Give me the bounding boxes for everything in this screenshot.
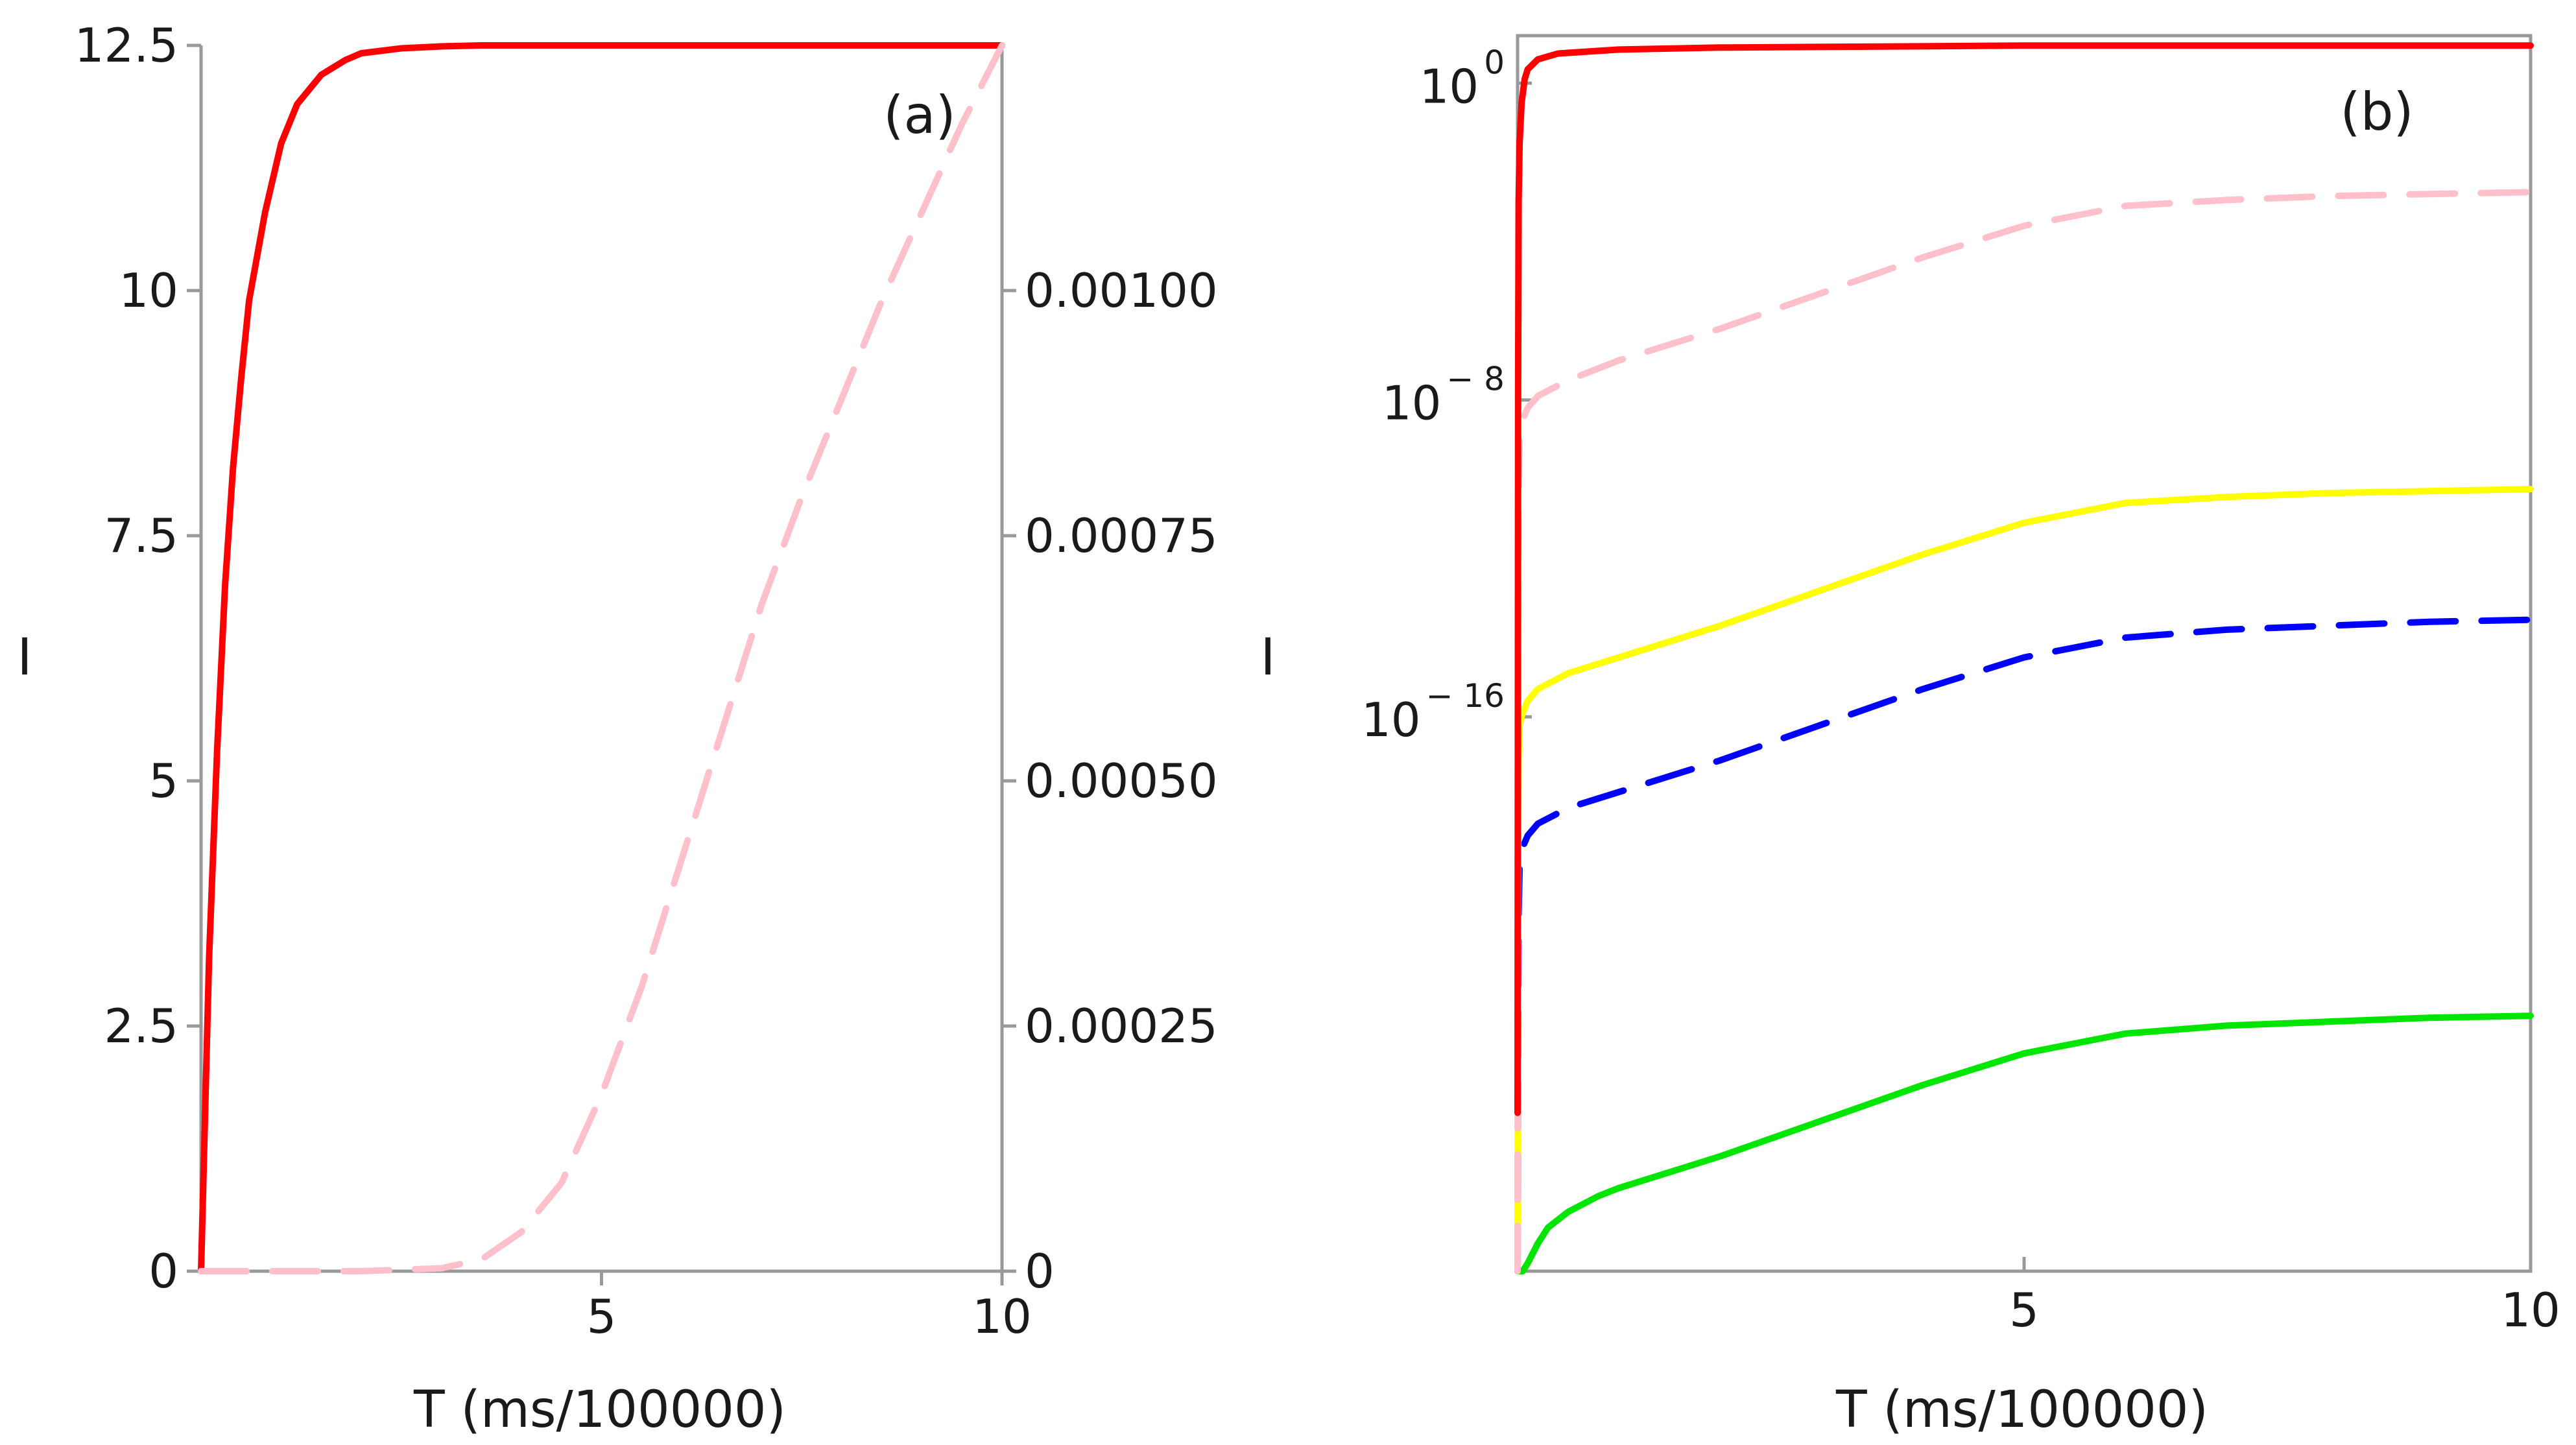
panel-b-series-line-1 — [1514, 189, 2534, 1274]
panel-b-y-tick-label: 10− 16 — [1361, 677, 1505, 747]
panel-a-right-tick-label: 0.00075 — [1025, 508, 1218, 563]
panel-b-series — [1514, 42, 2534, 1274]
panel-b-y-tick-base: 10 — [1361, 693, 1421, 747]
panel-a: 0 2.5 5 7.5 10 12.5 0 0.00025 0.00050 0.00075 0.0… — [17, 18, 1217, 1439]
panel-b-series-line-4 — [1514, 1012, 2534, 1274]
panel-a-left-tick-label: 7.5 — [104, 508, 178, 563]
panel-b: 10 010− 810− 16 5 10 (b) T (ms/100000) I — [1260, 34, 2560, 1439]
panel-b-y-tick-exponent: − 16 — [1426, 677, 1505, 715]
panel-a-left-ticks: 0 2.5 5 7.5 10 12.5 — [75, 18, 201, 1298]
panel-a-left-tick-label: 10 — [119, 263, 178, 318]
panel-b-x-tick-label: 10 — [2501, 1283, 2560, 1337]
panel-b-x-ticks: 5 10 — [2009, 1257, 2560, 1337]
panel-a-x-tick-label: 10 — [972, 1289, 1032, 1344]
panel-a-xlabel: T (ms/100000) — [413, 1381, 786, 1439]
panel-b-x-tick-label: 5 — [2009, 1283, 2039, 1337]
panel-b-y-tick-label: 10 0 — [1420, 43, 1505, 113]
panel-a-tag: (a) — [883, 85, 955, 145]
panel-b-series-line-0 — [1514, 42, 2534, 1116]
panel-a-right-ticks: 0 0.00025 0.00050 0.00075 0.00100 — [1002, 263, 1218, 1298]
panel-b-y-ticks: 10 010− 810− 16 — [1361, 43, 1532, 747]
panel-a-right-tick-label: 0.00025 — [1025, 999, 1218, 1053]
panel-b-frame — [1516, 34, 2533, 1273]
panel-a-series — [198, 42, 1005, 1274]
panel-b-xlabel: T (ms/100000) — [1835, 1381, 2208, 1439]
panel-b-y-tick-base: 10 — [1420, 59, 1479, 113]
panel-b-y-tick-base: 10 — [1382, 376, 1442, 431]
panel-a-right-tick-label: 0.00100 — [1025, 263, 1218, 318]
panel-a-x-tick-label: 5 — [587, 1289, 617, 1344]
panel-b-ylabel: I — [1260, 628, 1275, 687]
panel-a-right-tick-label: 0.00050 — [1025, 754, 1218, 808]
panel-a-left-tick-label: 0 — [149, 1244, 178, 1298]
panel-a-right-tick-label: 0 — [1025, 1244, 1055, 1298]
panel-a-left-tick-label: 12.5 — [75, 18, 178, 73]
panel-a-ylabel: I — [17, 628, 32, 687]
panel-b-tag: (b) — [2340, 82, 2413, 142]
panel-a-x-ticks: 5 10 — [587, 1271, 1032, 1344]
panel-b-series-line-2 — [1514, 486, 2534, 1274]
panel-a-series-line-1 — [198, 42, 1005, 1274]
panel-a-left-tick-label: 5 — [149, 754, 178, 808]
panel-a-left-tick-label: 2.5 — [104, 999, 178, 1053]
panel-b-y-tick-exponent: 0 — [1484, 43, 1505, 81]
panel-a-series-line-0 — [198, 42, 1005, 1274]
panel-b-y-tick-exponent: − 8 — [1446, 361, 1505, 398]
panel-b-y-tick-label: 10− 8 — [1382, 361, 1505, 431]
